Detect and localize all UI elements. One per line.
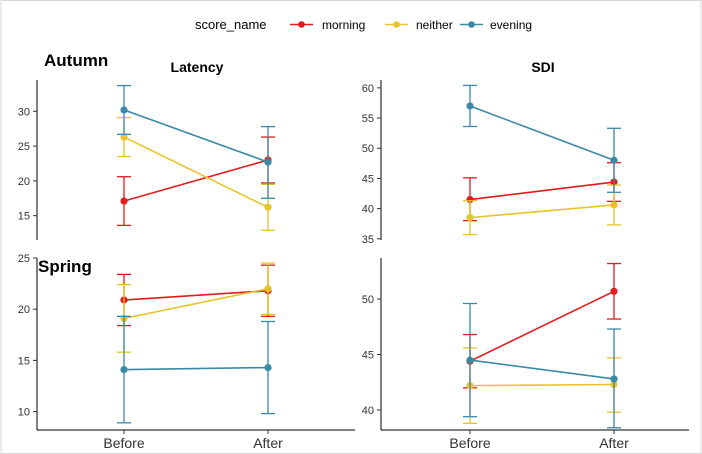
- point-evening: [466, 356, 474, 364]
- series-line-neither: [469, 204, 615, 219]
- point-evening: [264, 158, 272, 166]
- point-neither: [466, 214, 474, 222]
- point-evening: [264, 363, 272, 372]
- y-tick-label: 15: [18, 211, 30, 223]
- x-tick-label: After: [253, 435, 283, 451]
- panel-sdi-autumn: 35 40 45 50 55 60: [362, 80, 621, 246]
- series-line-evening: [469, 359, 615, 380]
- legend-swatch-dot-neither: [393, 21, 400, 28]
- panel-title-latency: Latency: [171, 59, 224, 75]
- point-evening: [610, 156, 618, 164]
- y-tick-label: 45: [362, 173, 374, 185]
- y-tick-label: 15: [18, 355, 30, 367]
- panel-latency-spring: 10 15 20 25 Before After: [18, 253, 355, 451]
- x-tick-label: Before: [449, 435, 490, 451]
- x-tick-label: After: [599, 435, 629, 451]
- series-line-morning: [123, 289, 269, 301]
- series-line-evening: [469, 105, 615, 162]
- point-neither: [610, 201, 618, 209]
- y-tick-label: 45: [362, 350, 374, 362]
- point-evening: [610, 375, 618, 383]
- point-evening: [120, 106, 128, 114]
- point-morning: [610, 287, 618, 295]
- series-line-neither: [123, 287, 269, 320]
- series-evening: [117, 315, 275, 424]
- series-line-evening: [123, 366, 269, 371]
- y-tick-label: 50: [362, 143, 374, 155]
- y-tick-label: 30: [18, 106, 30, 118]
- row-label-autumn: Autumn: [44, 51, 108, 70]
- point-neither: [120, 133, 128, 141]
- legend-label-morning: morning: [322, 18, 365, 32]
- legend-swatch-dot-morning: [298, 21, 305, 28]
- legend-swatch-dot-evening: [468, 21, 475, 28]
- series-line-morning: [469, 290, 615, 362]
- point-neither: [264, 203, 272, 211]
- series-evening: [463, 302, 621, 429]
- panel-sdi-spring: 40 45 50 Before After: [362, 258, 689, 451]
- y-tick-label: 20: [18, 304, 30, 316]
- panel-latency-autumn: 15 20 25 30: [18, 80, 275, 240]
- point-morning: [120, 197, 128, 205]
- y-tick-label: 25: [18, 141, 30, 153]
- series-line-evening: [123, 109, 269, 163]
- series-line-morning: [469, 181, 615, 201]
- panel-title-sdi: SDI: [531, 59, 554, 75]
- legend-label-neither: neither: [416, 18, 453, 32]
- y-tick-label: 55: [362, 113, 374, 125]
- legend: score_name morning neither evening: [195, 17, 532, 32]
- series-line-neither: [469, 383, 615, 387]
- y-tick-label: 40: [362, 405, 374, 417]
- y-tick-label: 35: [362, 234, 374, 246]
- x-tick-label: Before: [103, 435, 144, 451]
- series-evening: [117, 84, 275, 199]
- point-evening: [120, 365, 128, 374]
- point-neither: [264, 285, 272, 293]
- y-tick-label: 20: [18, 176, 30, 188]
- legend-label-evening: evening: [490, 18, 532, 32]
- legend-title: score_name: [195, 17, 267, 32]
- series-evening: [463, 84, 621, 193]
- y-tick-label: 50: [362, 294, 374, 306]
- row-label-spring: Spring: [38, 257, 92, 276]
- series-line-morning: [123, 159, 269, 202]
- y-tick-label: 60: [362, 83, 374, 95]
- y-tick-label: 40: [362, 204, 374, 216]
- y-tick-label: 25: [18, 253, 30, 265]
- y-tick-label: 10: [18, 407, 30, 419]
- series-line-neither: [123, 136, 269, 209]
- point-evening: [466, 102, 474, 110]
